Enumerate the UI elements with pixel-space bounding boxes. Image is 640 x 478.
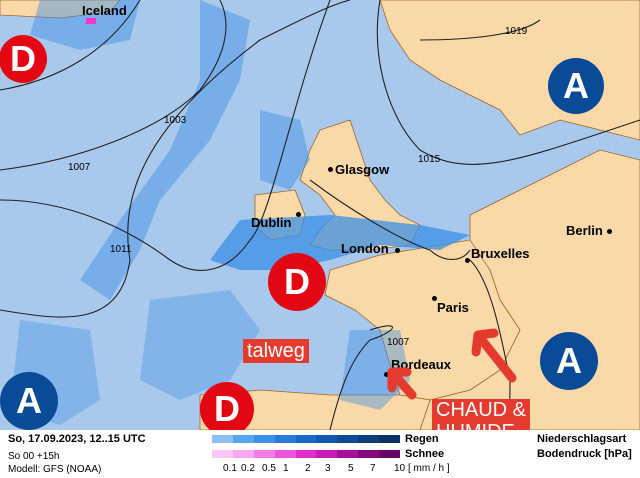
city-dot bbox=[395, 248, 400, 253]
low-pressure-marker: D bbox=[200, 382, 254, 436]
annotation-line: CHAUD & bbox=[436, 399, 527, 421]
isobar-label: 1015 bbox=[418, 154, 441, 165]
scale-tick: 0.1 bbox=[223, 463, 237, 474]
scale-swatch bbox=[379, 450, 401, 458]
scale-swatch bbox=[232, 435, 254, 443]
scale-tick: 1 bbox=[283, 463, 289, 474]
scale-swatch bbox=[337, 450, 359, 458]
scale-tick: 0.5 bbox=[262, 463, 276, 474]
city-label-dublin: Dublin bbox=[251, 215, 292, 230]
isobar-label: 1019 bbox=[505, 26, 528, 37]
snow-scale-bar bbox=[212, 450, 401, 458]
model-name: Modell: GFS (NOAA) bbox=[8, 464, 102, 475]
scale-swatch bbox=[253, 450, 275, 458]
low-pressure-marker: D bbox=[268, 253, 326, 311]
high-pressure-marker: A bbox=[540, 332, 598, 390]
snow-label: Schnee bbox=[405, 448, 445, 460]
precip-type-label: Niederschlagsart bbox=[537, 433, 627, 445]
scale-swatch bbox=[379, 435, 401, 443]
city-dot bbox=[384, 372, 389, 377]
iceland-marker bbox=[86, 18, 96, 24]
unit-label: [ mm / h ] bbox=[408, 463, 450, 474]
forecast-date: So, 17.09.2023, 12..15 UTC bbox=[8, 433, 146, 445]
pressure-label: Bodendruck [hPa] bbox=[537, 448, 632, 460]
scale-swatch bbox=[337, 435, 359, 443]
isobar-label: 1007 bbox=[387, 337, 410, 348]
scale-swatch bbox=[295, 435, 317, 443]
scale-swatch bbox=[316, 450, 338, 458]
isobar-label: 1003 bbox=[164, 115, 187, 126]
scale-tick: 5 bbox=[348, 463, 354, 474]
city-label-glasgow: Glasgow bbox=[335, 162, 390, 177]
scale-swatch bbox=[358, 450, 380, 458]
city-dot bbox=[296, 212, 301, 217]
scale-swatch bbox=[232, 450, 254, 458]
high-pressure-marker: A bbox=[548, 58, 604, 114]
legend: So, 17.09.2023, 12..15 UTC So 00 +15h Mo… bbox=[0, 430, 640, 478]
city-label-london: London bbox=[341, 241, 389, 256]
scale-tick: 0.2 bbox=[241, 463, 255, 474]
high-pressure-marker: A bbox=[0, 372, 58, 430]
warm-air-arrows bbox=[387, 328, 517, 400]
rain-scale-bar bbox=[212, 435, 401, 443]
isobar-label: 1007 bbox=[68, 162, 91, 173]
weather-map bbox=[0, 0, 640, 430]
isobar-label: 1011 bbox=[110, 244, 132, 255]
forecast-run: So 00 +15h bbox=[8, 451, 60, 462]
scale-swatch bbox=[358, 435, 380, 443]
city-dot bbox=[465, 258, 470, 263]
scale-swatch bbox=[274, 435, 296, 443]
scale-swatch bbox=[274, 450, 296, 458]
city-dot bbox=[432, 296, 437, 301]
arrow-icon bbox=[387, 367, 417, 400]
scale-swatch bbox=[295, 450, 317, 458]
scale-tick: 3 bbox=[325, 463, 331, 474]
scale-tick: 7 bbox=[370, 463, 376, 474]
low-pressure-marker: D bbox=[0, 35, 47, 83]
city-dot bbox=[328, 167, 333, 172]
city-label-bruxelles: Bruxelles bbox=[471, 246, 530, 261]
precipitation bbox=[10, 0, 470, 425]
scale-tick: 10 bbox=[394, 463, 406, 474]
scale-swatch bbox=[212, 450, 233, 458]
scale-tick: 2 bbox=[305, 463, 311, 474]
rain-label: Regen bbox=[405, 433, 439, 445]
city-dot bbox=[607, 229, 612, 234]
talweg-annotation: talweg bbox=[243, 339, 309, 363]
city-label-paris: Paris bbox=[437, 300, 469, 315]
scale-swatch bbox=[212, 435, 233, 443]
city-label-iceland: Iceland bbox=[82, 3, 127, 18]
arrow-icon bbox=[471, 328, 517, 383]
scale-swatch bbox=[253, 435, 275, 443]
scale-swatch bbox=[316, 435, 338, 443]
city-label-berlin: Berlin bbox=[566, 223, 603, 238]
